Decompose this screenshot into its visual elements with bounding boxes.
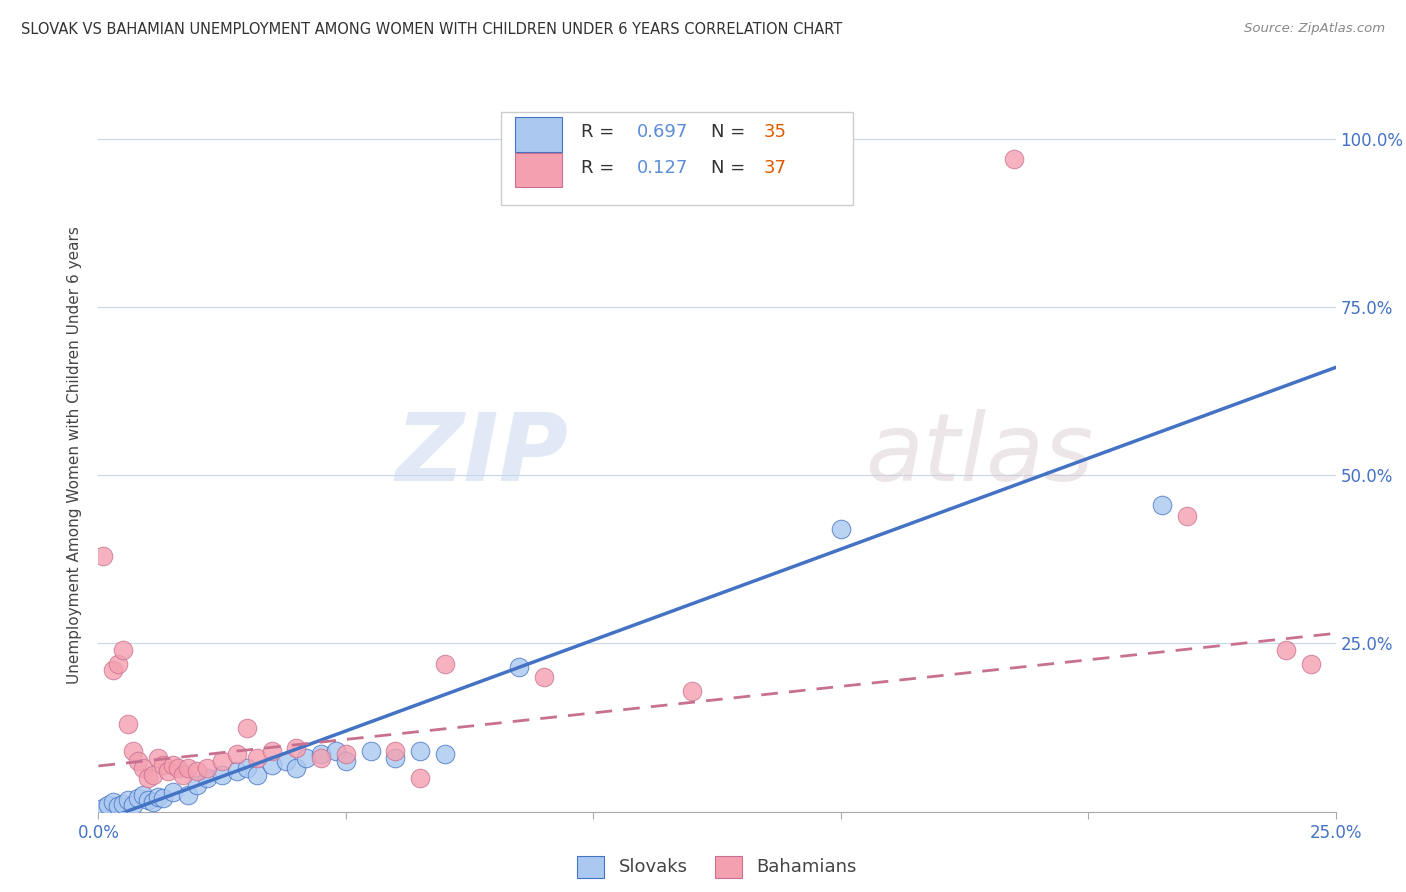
Legend: Slovaks, Bahamians: Slovaks, Bahamians bbox=[569, 848, 865, 885]
Point bbox=[117, 792, 139, 806]
Point bbox=[146, 751, 169, 765]
Point bbox=[176, 761, 198, 775]
Point bbox=[211, 767, 233, 781]
Point bbox=[122, 744, 145, 758]
Text: atlas: atlas bbox=[866, 409, 1094, 500]
Point bbox=[236, 721, 259, 735]
Point bbox=[325, 744, 347, 758]
Point bbox=[127, 791, 149, 805]
FancyBboxPatch shape bbox=[501, 112, 853, 205]
Point bbox=[127, 754, 149, 768]
Point bbox=[122, 797, 145, 812]
Point bbox=[132, 761, 155, 775]
Point bbox=[226, 764, 249, 779]
Point bbox=[260, 757, 283, 772]
Point bbox=[384, 744, 406, 758]
Point bbox=[681, 683, 703, 698]
Point bbox=[409, 744, 432, 758]
Point bbox=[152, 757, 174, 772]
Point bbox=[508, 660, 530, 674]
Point bbox=[136, 792, 159, 806]
Point bbox=[146, 789, 169, 804]
Point bbox=[1002, 152, 1025, 166]
FancyBboxPatch shape bbox=[516, 153, 562, 187]
Text: N =: N = bbox=[711, 123, 751, 141]
Point bbox=[360, 744, 382, 758]
Point bbox=[97, 797, 120, 812]
Point bbox=[433, 657, 456, 671]
Point bbox=[285, 740, 308, 755]
Point bbox=[172, 767, 194, 781]
Point bbox=[309, 751, 332, 765]
Point bbox=[384, 751, 406, 765]
Point bbox=[162, 784, 184, 798]
Point bbox=[409, 771, 432, 785]
FancyBboxPatch shape bbox=[516, 118, 562, 152]
Text: 37: 37 bbox=[763, 159, 787, 177]
Point bbox=[433, 747, 456, 762]
Text: 0.697: 0.697 bbox=[637, 123, 688, 141]
Point bbox=[136, 771, 159, 785]
Point bbox=[186, 778, 208, 792]
Point bbox=[112, 797, 135, 811]
Point bbox=[166, 761, 188, 775]
Point bbox=[260, 744, 283, 758]
Point bbox=[142, 767, 165, 781]
Text: Source: ZipAtlas.com: Source: ZipAtlas.com bbox=[1244, 22, 1385, 36]
Point bbox=[295, 751, 318, 765]
Point bbox=[156, 764, 179, 779]
Point bbox=[103, 795, 125, 809]
Point bbox=[285, 761, 308, 775]
Point bbox=[162, 757, 184, 772]
Point bbox=[107, 657, 129, 671]
Text: ZIP: ZIP bbox=[395, 409, 568, 501]
Point bbox=[152, 791, 174, 805]
Text: R =: R = bbox=[581, 159, 620, 177]
Point bbox=[335, 747, 357, 762]
Point bbox=[176, 788, 198, 802]
Point bbox=[335, 754, 357, 768]
Point bbox=[117, 717, 139, 731]
Point bbox=[103, 664, 125, 678]
Point bbox=[246, 767, 269, 781]
Point bbox=[533, 670, 555, 684]
Point bbox=[226, 747, 249, 762]
Text: N =: N = bbox=[711, 159, 751, 177]
Point bbox=[236, 761, 259, 775]
Point bbox=[1275, 643, 1298, 657]
Point bbox=[107, 799, 129, 814]
Point bbox=[186, 764, 208, 779]
Point bbox=[830, 522, 852, 536]
Point bbox=[309, 747, 332, 762]
Text: 0.127: 0.127 bbox=[637, 159, 688, 177]
Point bbox=[93, 549, 115, 563]
Point bbox=[1152, 499, 1174, 513]
Point bbox=[93, 801, 115, 815]
Point bbox=[195, 761, 218, 775]
Point bbox=[276, 754, 298, 768]
Point bbox=[211, 754, 233, 768]
Point bbox=[1175, 508, 1198, 523]
Point bbox=[246, 751, 269, 765]
Y-axis label: Unemployment Among Women with Children Under 6 years: Unemployment Among Women with Children U… bbox=[67, 226, 83, 684]
Text: SLOVAK VS BAHAMIAN UNEMPLOYMENT AMONG WOMEN WITH CHILDREN UNDER 6 YEARS CORRELAT: SLOVAK VS BAHAMIAN UNEMPLOYMENT AMONG WO… bbox=[21, 22, 842, 37]
Text: 35: 35 bbox=[763, 123, 787, 141]
Point bbox=[195, 771, 218, 785]
Point bbox=[112, 643, 135, 657]
Point bbox=[132, 788, 155, 802]
Text: R =: R = bbox=[581, 123, 620, 141]
Point bbox=[1299, 657, 1322, 671]
Point bbox=[142, 795, 165, 809]
